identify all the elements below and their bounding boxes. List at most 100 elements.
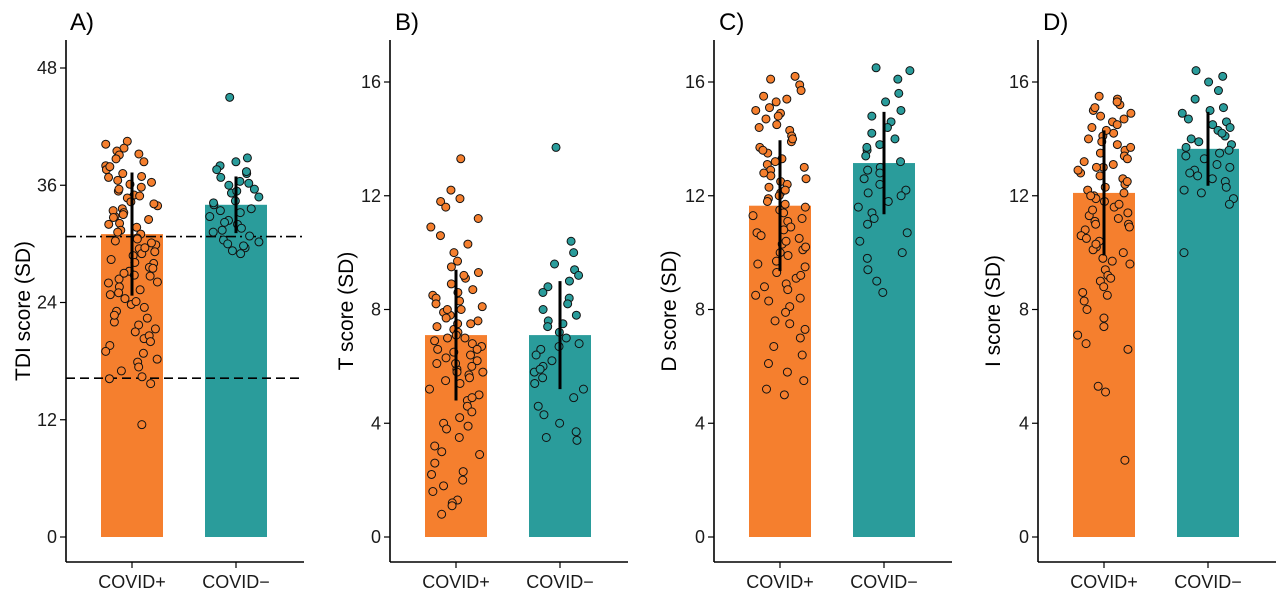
data-point: [459, 270, 469, 280]
data-point: [881, 97, 891, 107]
data-point: [561, 333, 571, 343]
data-point: [145, 271, 155, 281]
data-point: [425, 384, 435, 394]
data-point: [1114, 199, 1124, 209]
data-point: [458, 467, 468, 477]
data-point: [533, 401, 543, 411]
data-point: [442, 424, 452, 434]
data-point: [869, 214, 879, 223]
data-point: [208, 227, 218, 237]
data-point: [441, 313, 451, 323]
data-point: [426, 222, 436, 232]
data-point: [105, 162, 115, 172]
data-point: [460, 333, 470, 343]
data-point: [555, 418, 565, 428]
data-point: [114, 288, 124, 298]
data-point: [1091, 219, 1101, 229]
y-tick-label: 36: [37, 175, 57, 195]
bar-covid-neg: [205, 204, 267, 537]
data-point: [863, 265, 873, 275]
data-point: [1096, 111, 1106, 121]
data-point: [1101, 387, 1111, 397]
data-point: [797, 350, 807, 360]
data-point: [146, 379, 156, 389]
data-point: [109, 310, 119, 320]
data-point: [782, 367, 792, 377]
data-point: [797, 214, 807, 223]
x-tick-label: COVID+: [746, 572, 814, 591]
data-point: [477, 302, 487, 312]
data-point: [140, 243, 150, 253]
data-point: [748, 211, 758, 221]
data-point: [530, 378, 540, 388]
data-point: [773, 111, 783, 121]
data-point: [1225, 123, 1235, 132]
data-point: [118, 210, 128, 220]
data-point: [569, 393, 579, 403]
data-point: [1207, 174, 1217, 184]
data-point: [442, 305, 452, 314]
data-point: [1224, 145, 1234, 155]
data-point: [147, 177, 157, 187]
data-point: [1119, 114, 1129, 124]
data-point: [1091, 239, 1101, 249]
data-point: [759, 282, 769, 292]
data-point: [1122, 154, 1132, 164]
data-point: [1094, 91, 1104, 101]
data-point: [1120, 455, 1130, 465]
data-point: [1107, 256, 1117, 266]
data-point: [902, 228, 912, 238]
data-point: [463, 239, 473, 249]
data-point: [1124, 222, 1134, 232]
data-point: [801, 174, 811, 184]
data-point: [458, 475, 468, 485]
data-point: [473, 214, 483, 223]
data-point: [574, 339, 584, 349]
data-point: [794, 233, 804, 243]
data-point: [883, 196, 893, 206]
data-point: [547, 356, 557, 366]
data-point: [1088, 205, 1098, 215]
data-point: [855, 236, 865, 246]
data-point: [455, 413, 465, 423]
data-point: [441, 353, 451, 363]
data-point: [1086, 191, 1096, 201]
data-point: [781, 307, 791, 317]
x-tick-label: COVID+: [1070, 572, 1138, 591]
x-tick-label: COVID−: [526, 572, 594, 591]
y-tick-label: 16: [361, 72, 381, 92]
data-point: [223, 239, 233, 249]
data-point: [1087, 123, 1097, 132]
y-tick-label: 24: [37, 293, 57, 313]
data-point: [1099, 322, 1109, 332]
data-point: [796, 270, 806, 280]
data-point: [1212, 159, 1222, 169]
data-point: [1181, 142, 1191, 152]
data-point: [569, 248, 579, 258]
data-point: [1078, 287, 1088, 297]
data-point: [104, 219, 114, 229]
data-point: [878, 287, 888, 297]
data-point: [1196, 188, 1206, 198]
data-point: [1082, 305, 1092, 314]
data-point: [1126, 108, 1136, 118]
y-tick-label: 16: [1009, 72, 1029, 92]
bar-covid-neg: [1177, 148, 1239, 537]
data-point: [454, 432, 464, 442]
data-point: [862, 253, 872, 263]
data-point: [131, 297, 141, 307]
data-point: [105, 290, 115, 300]
data-point: [467, 361, 477, 371]
data-point: [1093, 381, 1103, 391]
data-point: [564, 276, 574, 286]
data-point: [894, 88, 904, 98]
data-point: [432, 322, 442, 332]
data-point: [771, 97, 781, 107]
data-point: [538, 287, 548, 297]
data-point: [227, 246, 237, 256]
y-tick-label: 4: [1019, 413, 1029, 433]
data-point: [1079, 296, 1089, 306]
panel-label: B): [395, 9, 419, 36]
data-point: [1186, 134, 1196, 144]
data-point: [137, 171, 147, 181]
